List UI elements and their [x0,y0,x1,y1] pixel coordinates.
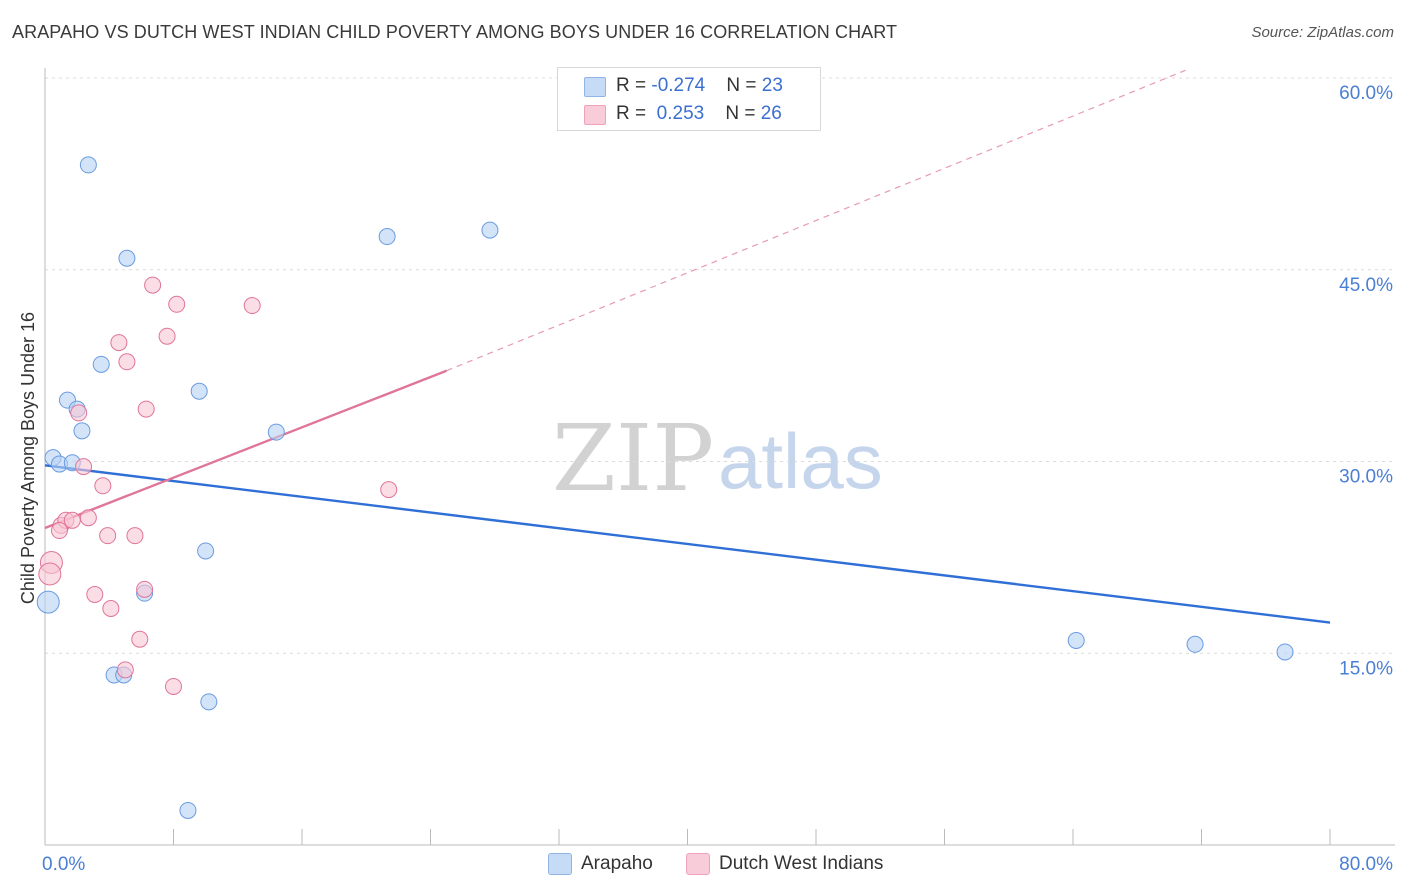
arapaho-point [118,249,136,267]
legend-r-value: -0.274 [651,75,706,96]
legend-n-value: 26 [760,103,782,124]
dutch-point [126,527,144,545]
watermark-zip: ZIP [552,405,714,512]
legend-n-label: N = [726,75,762,96]
dutch-point [79,509,97,527]
arapaho-point [197,542,215,560]
arapaho-point [190,382,208,400]
dutch-point [158,327,176,345]
dutch-point [118,353,136,371]
arapaho-point [481,221,499,239]
legend-row-dutch: R = 0.253 N = 26 [558,100,820,128]
stats-legend: R = -0.274 N = 23 R = 0.253 N = 26 [557,67,821,131]
y-tick-label: 60.0% [1339,83,1393,104]
dutch-point [50,522,68,540]
bottom-legend-label-arapaho: Arapaho [581,853,653,874]
dutch-point [63,511,81,529]
dutch-point [380,481,398,499]
trend-line-dutch [44,369,448,530]
dutch-point [144,276,162,294]
tick-labels: 15.0% 30.0% 45.0% 60.0% 0.0% 80.0% [42,83,1393,875]
dutch-point [165,677,182,695]
legend-r-label: R = [616,75,652,96]
gridlines [45,77,1395,654]
arapaho-point [79,156,97,174]
y-axis-label: Child Poverty Among Boys Under 16 [18,312,38,604]
data-points [36,156,1294,819]
arapaho-point [1276,643,1294,661]
legend-n-label: N = [725,103,761,124]
legend-swatch-dutch [584,105,606,125]
y-tick-label: 30.0% [1339,467,1393,488]
dutch-point [99,527,117,545]
trend-line-arapaho [44,464,1331,624]
dutch-point [38,562,62,586]
dutch-point [94,477,112,495]
dutch-point [243,297,261,315]
dutch-point [110,334,128,352]
arapaho-point [200,693,218,711]
x-tick-label: 80.0% [1339,854,1393,875]
y-tick-label: 15.0% [1339,658,1393,679]
dutch-point [137,400,155,418]
arapaho-point [179,801,197,819]
arapaho-point [1067,631,1085,649]
dutch-point [136,580,154,598]
dutch-point [86,585,104,603]
arapaho-point [267,423,285,441]
legend-swatch-arapaho [584,77,606,97]
watermark: ZIP atlas [552,405,883,512]
trend-line-dutch-extension [446,69,1186,372]
legend-r-label: R = [616,103,652,124]
dutch-point [70,404,88,422]
y-tick-label: 45.0% [1339,275,1393,296]
arapaho-point [92,355,110,373]
source-label: Source: ZipAtlas.com [1251,24,1394,41]
arapaho-point [36,590,60,614]
dutch-point [168,295,186,313]
chart-title: ARAPAHO VS DUTCH WEST INDIAN CHILD POVER… [12,22,898,42]
dutch-point [75,458,93,476]
legend-row-arapaho: R = -0.274 N = 23 [558,72,820,100]
dutch-point [131,630,149,648]
bottom-legend-swatch-dutch [686,853,710,875]
arapaho-point [1186,635,1204,653]
arapaho-point [378,228,396,246]
bottom-legend-swatch-arapaho [548,853,572,875]
x-tick-label: 0.0% [42,854,85,875]
dutch-point [102,600,120,618]
dutch-point [116,661,134,679]
legend-r-value: 0.253 [651,103,705,124]
legend-n-value: 23 [761,75,783,96]
arapaho-point [73,422,91,440]
bottom-legend-label-dutch: Dutch West Indians [719,853,884,874]
trend-lines [44,69,1331,624]
